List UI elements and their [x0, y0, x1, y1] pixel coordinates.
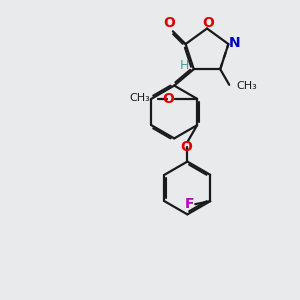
Text: O: O — [202, 16, 214, 30]
Text: H: H — [180, 59, 190, 72]
Text: CH₃: CH₃ — [129, 93, 150, 103]
Text: F: F — [185, 197, 195, 211]
Text: O: O — [162, 92, 174, 106]
Text: N: N — [229, 36, 241, 50]
Text: O: O — [163, 16, 175, 30]
Text: CH₃: CH₃ — [237, 81, 257, 91]
Text: O: O — [181, 140, 192, 154]
